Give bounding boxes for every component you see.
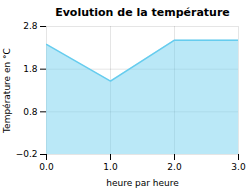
svg-text:1.0: 1.0 <box>103 162 118 172</box>
svg-text:0.0: 0.0 <box>39 162 54 172</box>
svg-text:0.8: 0.8 <box>23 107 38 117</box>
svg-text:1.8: 1.8 <box>23 64 38 74</box>
svg-text:−0.2: −0.2 <box>16 149 38 159</box>
svg-text:2.0: 2.0 <box>167 162 182 172</box>
svg-text:Evolution de la température: Evolution de la température <box>55 6 230 19</box>
svg-text:3.0: 3.0 <box>231 162 246 172</box>
svg-text:Température en °C: Température en °C <box>2 48 12 134</box>
svg-text:heure par heure: heure par heure <box>106 178 179 188</box>
svg-text:2.8: 2.8 <box>23 21 38 31</box>
